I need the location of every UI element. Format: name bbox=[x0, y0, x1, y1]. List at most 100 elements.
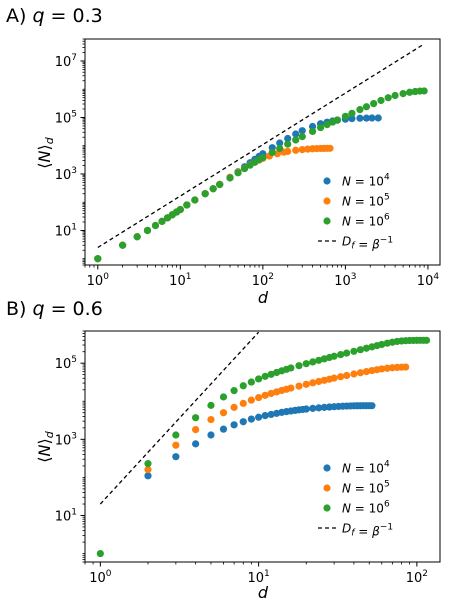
panel-b: B) q = 0.6 d ⟨N⟩d 100 101 102 101 103 105 N = … bbox=[6, 298, 441, 602]
data-point bbox=[420, 87, 428, 95]
data-point bbox=[201, 190, 209, 198]
data-point bbox=[172, 431, 180, 439]
data-point bbox=[268, 148, 276, 157]
y-tick-label: 105 bbox=[55, 109, 77, 126]
panel-b-xlabel: d bbox=[258, 583, 269, 602]
data-point bbox=[247, 396, 255, 404]
data-point bbox=[315, 377, 323, 386]
data-point bbox=[348, 115, 356, 123]
data-point bbox=[341, 112, 350, 120]
data-point bbox=[399, 90, 407, 98]
y-tick-label: 101 bbox=[55, 507, 77, 524]
legend-marker bbox=[323, 504, 331, 512]
data-point bbox=[298, 127, 306, 135]
data-point bbox=[378, 365, 386, 373]
data-point bbox=[330, 352, 338, 360]
data-point bbox=[356, 114, 364, 122]
data-point bbox=[323, 120, 331, 129]
data-point bbox=[183, 201, 191, 209]
data-point bbox=[239, 418, 247, 426]
panel-b-title: B) q = 0.6 bbox=[6, 298, 103, 320]
legend-marker bbox=[323, 197, 331, 205]
x-tick-label: 101 bbox=[169, 272, 191, 289]
series-2 bbox=[96, 336, 431, 558]
data-point bbox=[295, 382, 303, 390]
data-point bbox=[143, 226, 152, 235]
data-point bbox=[308, 127, 317, 136]
data-point bbox=[261, 391, 269, 399]
data-point bbox=[192, 426, 200, 434]
x-tick-label: 100 bbox=[89, 569, 112, 586]
data-point bbox=[239, 399, 247, 407]
data-point bbox=[255, 375, 263, 383]
data-point bbox=[343, 349, 351, 357]
data-point bbox=[377, 96, 385, 105]
data-point bbox=[343, 371, 351, 380]
data-point bbox=[287, 384, 295, 392]
data-point bbox=[356, 346, 365, 354]
data-point bbox=[119, 241, 127, 249]
data-point bbox=[302, 360, 310, 368]
data-point bbox=[144, 460, 152, 468]
legend-label: N = 106 bbox=[342, 213, 390, 229]
legend-label: N = 105 bbox=[342, 480, 390, 496]
data-point bbox=[308, 122, 317, 131]
panel-b-plot-frame bbox=[84, 330, 441, 563]
legend-label: Df = β−1 bbox=[342, 522, 393, 539]
data-point bbox=[276, 144, 284, 153]
panel-a-ylabel: ⟨N⟩d bbox=[35, 136, 56, 168]
data-point bbox=[298, 145, 306, 154]
y-tick-label: 101 bbox=[55, 222, 77, 239]
panel-a-title: A) q = 0.3 bbox=[6, 5, 103, 27]
data-point bbox=[247, 378, 255, 386]
data-point bbox=[267, 370, 275, 378]
data-point bbox=[267, 410, 275, 419]
data-point bbox=[284, 147, 292, 156]
data-point bbox=[261, 372, 269, 380]
data-point bbox=[350, 347, 358, 355]
data-point bbox=[207, 431, 215, 439]
data-point bbox=[315, 404, 323, 412]
x-tick-label: 104 bbox=[417, 272, 440, 289]
data-point bbox=[356, 369, 365, 377]
series-0 bbox=[144, 402, 376, 480]
x-tick-label: 101 bbox=[247, 569, 269, 586]
panel-a: A) q = 0.3 d ⟨N⟩d 100 101 102 103 104 101 103 1… bbox=[6, 5, 441, 307]
y-tick-label: 105 bbox=[55, 355, 77, 372]
data-point bbox=[192, 440, 200, 448]
legend-label: N = 105 bbox=[342, 193, 390, 209]
data-point bbox=[330, 374, 338, 382]
data-point bbox=[172, 453, 180, 461]
data-point bbox=[230, 403, 238, 411]
data-point bbox=[255, 393, 263, 402]
data-point bbox=[230, 421, 238, 429]
data-point bbox=[292, 136, 300, 144]
data-point bbox=[350, 370, 358, 378]
data-point bbox=[226, 174, 234, 182]
legend-label: N = 104 bbox=[342, 460, 390, 476]
data-point bbox=[362, 344, 371, 352]
legend: N = 104 N = 105 N = 106 Df = β−1 bbox=[318, 173, 393, 252]
data-point bbox=[267, 389, 275, 398]
data-point bbox=[261, 411, 269, 420]
data-point bbox=[368, 114, 376, 122]
data-point bbox=[362, 103, 371, 111]
y-tick-label: 107 bbox=[55, 53, 77, 70]
data-point bbox=[368, 402, 376, 410]
x-tick-label: 102 bbox=[252, 272, 274, 289]
data-point bbox=[333, 116, 342, 124]
data-point bbox=[402, 363, 410, 371]
data-point bbox=[384, 94, 392, 102]
data-point bbox=[422, 336, 431, 344]
data-point bbox=[309, 404, 317, 412]
data-point bbox=[337, 373, 345, 381]
series-2 bbox=[94, 87, 428, 263]
reference-line bbox=[97, 43, 425, 249]
data-point bbox=[337, 350, 345, 359]
legend-marker bbox=[323, 464, 331, 472]
reference-line bbox=[99, 331, 260, 505]
data-point bbox=[348, 109, 356, 117]
y-tick-label: 103 bbox=[55, 431, 77, 448]
data-point bbox=[240, 165, 249, 173]
data-point bbox=[302, 405, 310, 413]
